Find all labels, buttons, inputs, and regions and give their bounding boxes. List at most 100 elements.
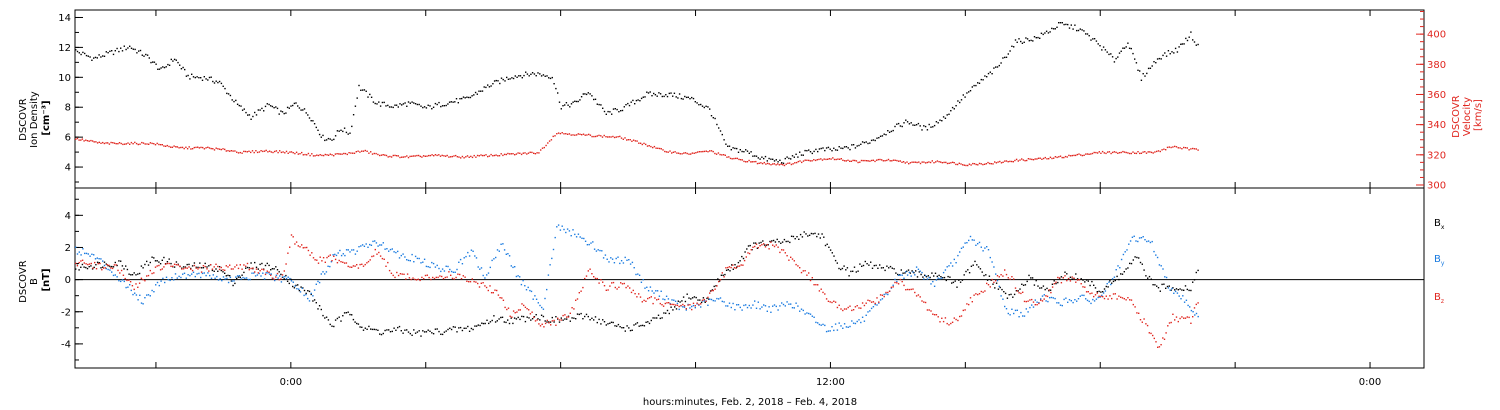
bz-point [230,268,233,270]
density-point [167,63,169,66]
bx-point [783,238,786,241]
by-point [318,281,321,284]
velocity-point [792,163,794,165]
bz-point [137,286,139,288]
bz-point [966,303,968,305]
density-point [525,71,527,73]
bx-point [382,332,384,335]
density-point [292,104,294,107]
density-point [493,80,496,82]
density-point [1167,50,1170,52]
by-point [400,254,402,257]
bx-point [675,308,678,310]
bx-point [1112,280,1115,283]
density-point [462,96,465,98]
bx-point [1139,261,1142,264]
bx-point [1138,257,1140,259]
velocity-point [936,160,939,162]
velocity-point [107,142,109,144]
density-point [500,77,503,79]
bz-point [1060,282,1063,284]
velocity-point [1041,158,1043,160]
velocity-point [1115,151,1117,154]
velocity-point [1130,152,1132,155]
bx-point [631,329,633,331]
density-point [94,56,97,59]
density-point [1077,29,1080,32]
density-point [252,115,254,118]
velocity-point [837,158,839,160]
density-point [263,110,265,112]
bx-point [329,323,331,326]
bx-point [526,316,528,318]
velocity-point [1019,159,1021,161]
velocity-point [997,161,999,163]
density-point [549,77,552,80]
by-point [532,298,534,300]
bx-point [612,321,614,324]
by-point [867,311,869,313]
bx-point [540,314,543,316]
velocity-point [224,148,226,151]
bx-point [1033,284,1036,286]
velocity-point [933,162,935,164]
density-point [170,58,172,61]
bz-point [75,262,77,265]
bz-point [1034,304,1036,306]
velocity-point [897,160,900,162]
density-point [469,96,472,99]
velocity-point [676,152,678,154]
by-point [620,260,623,262]
velocity-point [95,141,97,143]
velocity-point [348,152,350,154]
density-point [98,54,100,56]
density-point [587,92,589,94]
velocity-point [806,159,808,161]
velocity-point [768,163,770,165]
bz-point [1170,321,1172,324]
by-point [137,299,139,301]
by-point [1032,306,1035,308]
density-point [971,86,973,88]
by-point [1174,290,1177,293]
velocity-point [218,148,221,150]
density-point [939,119,941,121]
bz-point [275,276,277,278]
velocity-point [91,140,94,142]
bx-point [107,265,109,267]
velocity-point [1195,148,1197,150]
by-point [339,249,341,252]
bz-point [311,252,313,254]
velocity-point [777,163,779,165]
bx-point [981,271,983,273]
bz-point [144,280,146,282]
bz-point [1084,286,1086,288]
density-point [233,100,235,103]
bx-point [232,284,234,287]
velocity-point [978,162,981,165]
bx-point [711,289,714,291]
by-point [217,279,220,281]
velocity-point [156,142,158,145]
bz-point [471,278,473,280]
by-point [784,305,786,307]
bz-point [390,272,393,274]
bz-point [433,277,436,280]
bz-point [435,276,437,279]
bz-point [879,294,882,296]
bx-point [109,265,111,268]
bx-point [211,269,214,272]
density-point [177,61,179,64]
density-point [732,147,734,149]
bz-point [78,261,80,264]
by-point [544,297,546,300]
bz-point [673,303,675,306]
velocity-point [1134,152,1136,154]
density-point [358,84,360,87]
by-point [959,251,961,253]
by-point [946,266,948,268]
velocity-point [1140,152,1143,154]
density-point [575,100,578,103]
velocity-point [677,152,680,154]
density-point [200,77,202,79]
